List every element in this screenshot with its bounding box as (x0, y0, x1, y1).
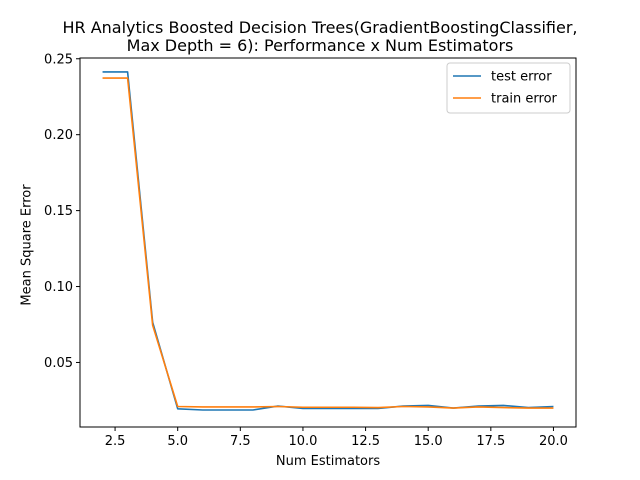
y-tick-label: 0.25 (44, 52, 73, 67)
x-tick-label: 5.0 (167, 434, 188, 449)
y-tick-label: 0.20 (44, 128, 73, 143)
series-line-0 (102, 71, 554, 411)
y-axis-label: Mean Square Error (19, 184, 35, 306)
axes-frame (79, 57, 577, 428)
x-tick-label: 7.5 (230, 434, 251, 449)
x-tick-label: 12.5 (351, 434, 380, 449)
x-tick-label: 10.0 (288, 434, 317, 449)
legend-label-0: test error (491, 70, 552, 85)
legend-label-1: train error (491, 92, 558, 107)
chart-title-line-1: HR Analytics Boosted Decision Trees(Grad… (62, 18, 578, 37)
y-tick-label: 0.15 (44, 204, 73, 219)
legend: test error train error (446, 62, 571, 114)
x-tick-label: 2.5 (105, 434, 126, 449)
x-tick-label: 15.0 (414, 434, 443, 449)
series-line-1 (102, 77, 554, 409)
x-tick-label: 17.5 (476, 434, 505, 449)
chart-title-line-2: Max Depth = 6): Performance x Num Estima… (126, 36, 514, 55)
y-tick-label: 0.10 (44, 280, 73, 295)
x-tick-label: 20.0 (539, 434, 568, 449)
x-axis-label: Num Estimators (275, 454, 381, 469)
y-tick-label: 0.05 (44, 356, 73, 371)
